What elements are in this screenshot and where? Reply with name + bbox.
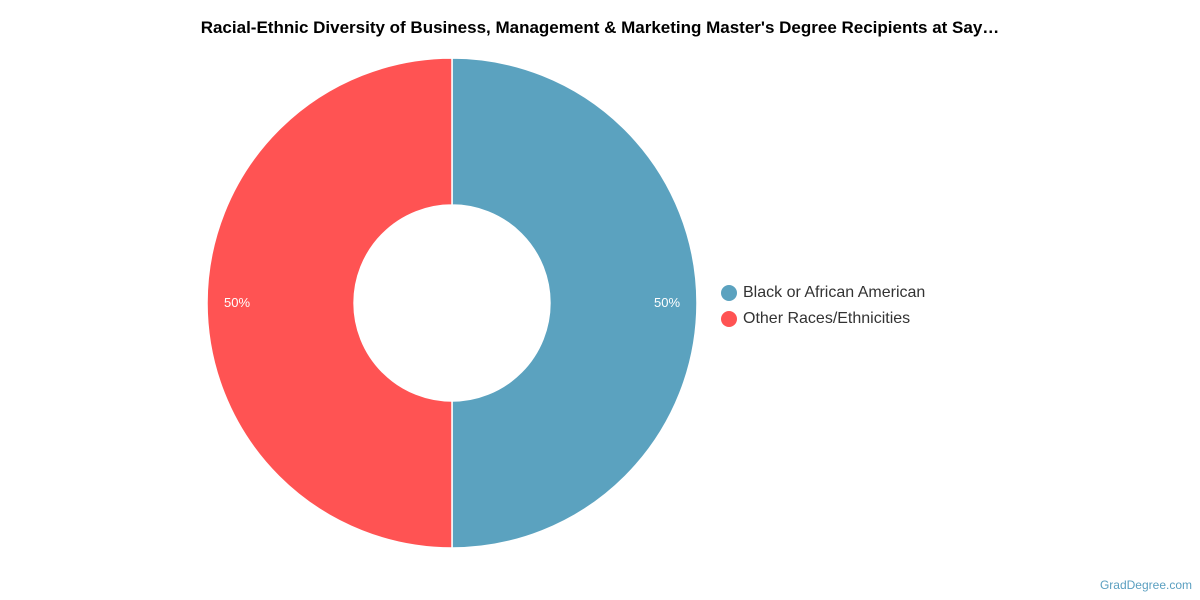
slices-group bbox=[206, 57, 698, 549]
legend-label: Black or African American bbox=[743, 284, 926, 301]
legend: Black or African American Other Races/Et… bbox=[721, 280, 925, 332]
legend-swatch bbox=[721, 311, 737, 327]
donut-slice-other-races-ethnicities[interactable] bbox=[206, 57, 453, 549]
legend-item-other-races-ethnicities[interactable]: Other Races/Ethnicities bbox=[721, 306, 925, 332]
legend-label: Other Races/Ethnicities bbox=[743, 310, 911, 327]
slice-value-label: 50% bbox=[654, 295, 680, 310]
legend-item-black-or-african-american[interactable]: Black or African American bbox=[721, 280, 925, 306]
legend-swatch bbox=[721, 285, 737, 301]
credit-link[interactable]: GradDegree.com bbox=[1099, 578, 1192, 592]
slice-labels-group: 50% 50% bbox=[224, 295, 680, 310]
chart-title: Racial-Ethnic Diversity of Business, Man… bbox=[200, 18, 1000, 37]
donut-slice-black-or-african-american[interactable] bbox=[451, 57, 698, 549]
slice-value-label: 50% bbox=[224, 295, 250, 310]
